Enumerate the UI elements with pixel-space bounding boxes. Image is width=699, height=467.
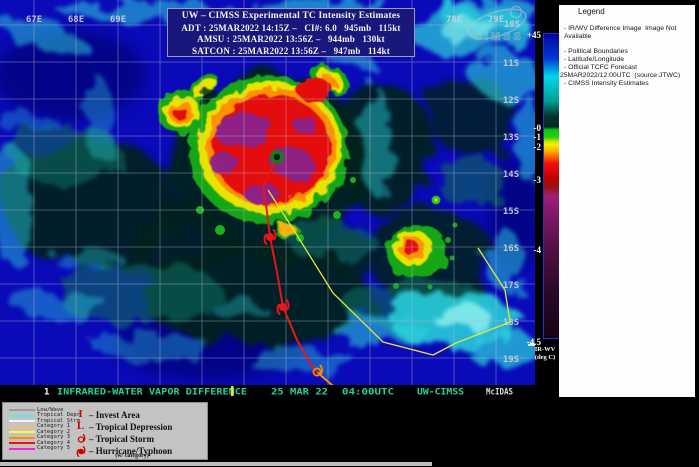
status-bar: 1 INFRARED-WATER VAPOR DIFFERENCE 25 MAR…: [0, 385, 535, 397]
colorbar-tick: -4: [533, 244, 542, 255]
tropical-storm-symbol: [312, 364, 323, 377]
lon-label: 79E: [488, 15, 504, 25]
svg-text:CIMSS: CIMSS: [474, 31, 524, 43]
track-color-sample: [9, 425, 35, 428]
track-color-sample: [9, 420, 35, 422]
lat-label: 11S: [503, 59, 519, 69]
image-date: 25 MAR 22: [271, 388, 328, 398]
image-time: 04:00UTC: [342, 388, 394, 398]
colorbar-tick: +45: [526, 29, 541, 40]
lat-label: 19S: [503, 355, 519, 365]
track-legend-box: Low/Wave Tropical Depr Tropical Strm Cat…: [2, 402, 208, 460]
forecast-track: [267, 189, 511, 356]
legend-title: Legend: [578, 7, 605, 16]
satellite-map: 67E 68E 69E 78E 79E 10S 11S 12S 13S 14S …: [0, 0, 535, 397]
track-color-sample: [9, 414, 35, 417]
track-color-sample: [9, 436, 35, 439]
map-legend-panel: Legend - IR/WV Difference Image Image No…: [559, 5, 695, 397]
lat-label: 16S: [503, 244, 519, 254]
legend-item: Available: [564, 33, 592, 40]
lat-label: 13S: [503, 133, 519, 143]
lon-label: 69E: [110, 15, 126, 25]
panel-title: UW – CIMSS Experimental TC Intensity Est…: [181, 11, 401, 21]
product-name: INFRARED-WATER VAPOR DIFFERENCE: [57, 388, 247, 398]
legend-footnote: (w/ category): [115, 453, 149, 459]
legend-item: - IR/WV Difference Image Image Not: [564, 25, 677, 32]
lon-label: 68E: [68, 15, 84, 25]
lat-label: 14S: [503, 170, 519, 180]
latlon-grid: [0, 0, 535, 385]
track-color-sample: [9, 442, 35, 444]
lon-label: 67E: [26, 15, 42, 25]
track-color-sample: [9, 409, 35, 411]
tropical-storm-symbol: [73, 433, 88, 449]
lat-label: 15S: [503, 207, 519, 217]
colorbar-tick: -0: [533, 122, 542, 133]
legend-item: - Latitude/Longitude: [564, 56, 625, 63]
colorbar-tick: -4.5: [526, 336, 541, 347]
lat-label: 12S: [503, 96, 519, 106]
cursor-tick: [231, 386, 234, 396]
lat-label: 18S: [503, 318, 519, 328]
track-color-sample: [9, 431, 35, 433]
lat-label: 17S: [503, 281, 519, 291]
legend-item: - Political Boundaries: [564, 48, 628, 55]
adt-estimate: ADT : 25MAR2022 14:15Z – CI#: 6.0 945mb …: [181, 22, 401, 33]
satcon-estimate: SATCON : 25MAR2022 13:56Z – 947mb 114kt: [192, 45, 390, 56]
main-cyclone: [157, 65, 356, 242]
lon-label: 78E: [446, 15, 462, 25]
intensity-estimates-panel: UW – CIMSS Experimental TC Intensity Est…: [167, 8, 415, 57]
bottom-divider: [0, 462, 432, 466]
cimss-watermark-logo: CIMSS: [467, 5, 527, 43]
hurricane-symbol: [263, 228, 277, 246]
legend-item: - Official TCFC Forecast: [564, 64, 638, 71]
colorbar-tick: -1: [533, 131, 542, 142]
lat-label: 10S: [504, 20, 520, 30]
invest-symbol: I: [78, 408, 83, 420]
colorbar-unit: IR-WV (deg C): [534, 346, 556, 361]
data-source: UW-CIMSS: [417, 388, 464, 398]
colorbar-tick: -2: [533, 141, 542, 152]
frame-number: 1: [44, 388, 49, 398]
hurricane-symbol: [73, 445, 88, 461]
legend-item: - CIMSS Intensity Estimates: [564, 80, 649, 87]
satellite-imagery: [0, 0, 535, 385]
track-color-sample: [9, 447, 35, 450]
amsu-estimate: AMSU : 25MAR2022 13:56Z – 944mb 130kt: [197, 34, 385, 44]
mcidas-label: McIDAS: [486, 388, 513, 398]
legend-item: 25MAR2022/12:00UTC (source:JTWC): [560, 72, 681, 79]
colorbar-tick: -3: [533, 174, 542, 185]
hurricane-symbol: [276, 298, 290, 316]
depression-symbol: L: [76, 420, 85, 432]
